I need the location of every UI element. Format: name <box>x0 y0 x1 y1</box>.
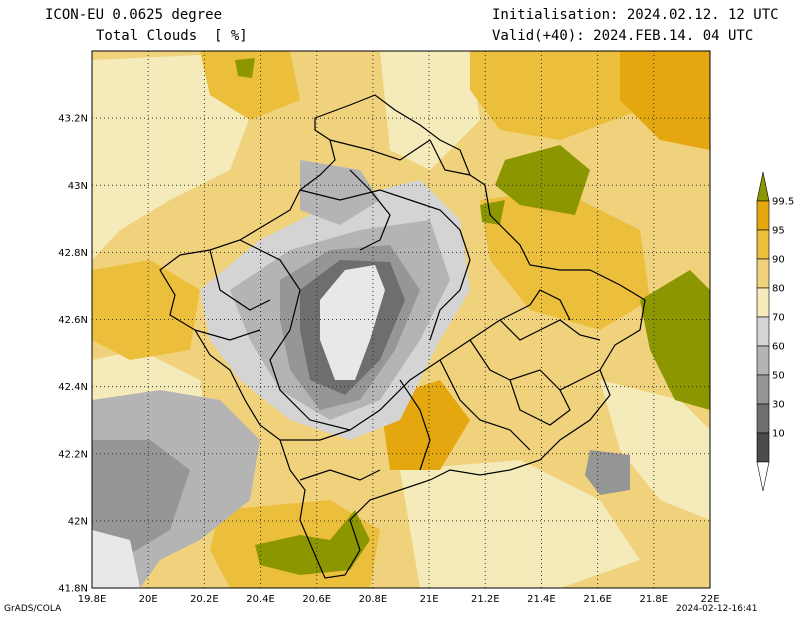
internal-border-11 <box>509 379 571 426</box>
lon-label: 20.8E <box>359 594 388 605</box>
init-time: Initialisation: 2024.02.12. 12 UTC <box>492 7 779 23</box>
internal-border-5 <box>194 329 261 341</box>
colorbar-segment <box>756 374 770 405</box>
outer-border <box>159 94 646 579</box>
field-70-south <box>400 460 640 588</box>
lon-label: 22E <box>700 594 719 605</box>
lon-label: 21.2E <box>471 594 500 605</box>
field-90-east <box>480 190 650 330</box>
lon-label: 19.8E <box>78 594 107 605</box>
field-70-north <box>380 51 480 170</box>
field-100-ne <box>495 145 590 215</box>
colorbar: 99.5 95 90 80 70 60 50 30 10 <box>756 171 794 492</box>
internal-border-9 <box>469 339 601 391</box>
lat-label: 42N <box>68 516 88 527</box>
field-70-nw <box>92 55 260 260</box>
lat-label: 43.2N <box>58 114 88 125</box>
field-70-east <box>600 380 710 520</box>
field-100-south <box>255 510 370 575</box>
colorbar-label: 70 <box>772 313 785 324</box>
map-frame <box>91 50 711 589</box>
lon-label: 21.8E <box>640 594 669 605</box>
colorbar-label: 10 <box>772 429 785 440</box>
lat-label: 42.4N <box>58 382 88 393</box>
colorbar-label: 30 <box>772 400 785 411</box>
colorbar-label: 95 <box>772 226 785 237</box>
lat-label: 43N <box>68 181 88 192</box>
colorbar-segment <box>756 432 770 463</box>
colorbar-segment <box>756 316 770 347</box>
admin-borders <box>159 94 646 579</box>
colorbar-label: 90 <box>772 255 785 266</box>
colorbar-segment <box>756 345 770 376</box>
colorbar-label: 80 <box>772 284 785 295</box>
internal-border-3 <box>349 169 391 251</box>
field-90-west <box>92 260 200 360</box>
valid-time: Valid(+40): 2024.FEB.14. 04 UTC <box>492 28 754 44</box>
internal-border-6 <box>280 429 351 441</box>
lat-label: 42.6N <box>58 315 88 326</box>
colorbar-segment <box>756 229 770 260</box>
colorbar-segment <box>756 258 770 289</box>
model-title: ICON-EU 0.0625 degree <box>45 7 223 23</box>
lon-label: 20.2E <box>190 594 219 605</box>
lat-label: 41.8N <box>58 584 88 595</box>
field-30-sw <box>92 440 190 560</box>
lon-label: 20E <box>139 594 158 605</box>
internal-border-12 <box>529 289 571 321</box>
internal-border-4 <box>209 249 271 311</box>
colorbar-segment <box>756 200 770 231</box>
internal-border-2 <box>299 189 471 341</box>
variable-title: Total Clouds [ %] <box>96 28 248 44</box>
field-100-nw <box>235 58 255 78</box>
colorbar-segment <box>756 287 770 318</box>
footer-timestamp: 2024-02-12-16:41 <box>676 604 758 614</box>
colorbar-label: 60 <box>772 342 785 353</box>
internal-border-14 <box>329 139 431 161</box>
colorbar-segment <box>756 403 770 434</box>
field-90-nw <box>200 51 300 120</box>
field-50-north <box>300 160 380 225</box>
lon-label: 21E <box>420 594 439 605</box>
internal-border-8 <box>399 379 431 471</box>
lat-label: 42.8N <box>58 248 88 259</box>
longitude-labels: 19.8E 20E 20.2E 20.4E 20.6E 20.8E 21E 21.2E 21.4… <box>78 594 720 605</box>
colorbar-min-triangle <box>756 461 770 492</box>
internal-border-15 <box>439 359 531 451</box>
lon-label: 21.4E <box>527 594 556 605</box>
lat-label: 42.2N <box>58 449 88 460</box>
colorbar-label: 99.5 <box>772 197 794 208</box>
internal-border-7 <box>299 469 381 481</box>
footer-credit: GrADS/COLA <box>4 604 62 614</box>
graticule <box>92 51 710 588</box>
internal-border-10 <box>499 319 601 341</box>
latitude-labels: 43.2N 43N 42.8N 42.6N 42.4N 42.2N 42N 41.8N <box>58 114 88 595</box>
colorbar-label: 50 <box>772 371 785 382</box>
lon-label: 20.4E <box>246 594 275 605</box>
field-95-ne <box>620 51 710 150</box>
field-30-se <box>585 450 630 495</box>
lon-label: 20.6E <box>302 594 331 605</box>
field-100-east <box>640 270 710 410</box>
colorbar-max-triangle <box>756 171 770 202</box>
field-100-small <box>480 200 505 225</box>
field-clear-centre <box>320 265 385 380</box>
internal-border-1 <box>239 239 531 431</box>
field-clear-sw <box>92 530 140 588</box>
lon-label: 21.6E <box>583 594 612 605</box>
internal-border-13 <box>429 139 471 176</box>
